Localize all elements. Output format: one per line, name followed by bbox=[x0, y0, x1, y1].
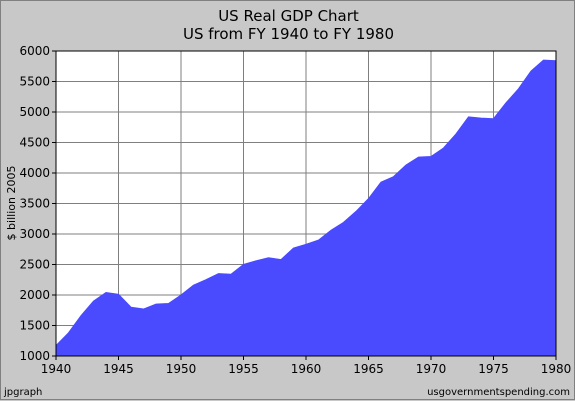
y-tick-label: 2000 bbox=[19, 288, 50, 302]
chart-subtitle: US from FY 1940 to FY 1980 bbox=[182, 25, 394, 43]
x-tick-label: 1955 bbox=[228, 362, 259, 376]
footer-right-credit: usgovernmentspending.com bbox=[427, 387, 570, 398]
x-tick-label: 1965 bbox=[353, 362, 384, 376]
plot-border bbox=[55, 50, 557, 357]
y-tick-label: 6000 bbox=[19, 44, 50, 58]
y-tick-label: 2500 bbox=[19, 258, 50, 272]
x-axis-ticks: 1940 1945 1950 1955 1960 1965 1970 1975 1980 bbox=[41, 356, 572, 376]
y-tick-label: 5500 bbox=[19, 75, 50, 89]
x-tick-label: 1960 bbox=[291, 362, 322, 376]
y-tick-label: 4000 bbox=[19, 166, 50, 180]
series-area bbox=[55, 59, 557, 357]
y-tick-label: 3500 bbox=[19, 197, 50, 211]
x-tick-label: 1975 bbox=[478, 362, 509, 376]
x-tick-label: 1970 bbox=[416, 362, 447, 376]
y-tick-label: 1500 bbox=[19, 319, 50, 333]
x-tick-label: 1945 bbox=[103, 362, 134, 376]
y-axis-label: $ billion 2005 bbox=[5, 166, 18, 241]
y-tick-label: 3000 bbox=[19, 227, 50, 241]
footer-left-credit: jpgraph bbox=[4, 387, 43, 398]
y-tick-label: 4500 bbox=[19, 136, 50, 150]
x-tick-label: 1950 bbox=[166, 362, 197, 376]
y-tick-label: 5000 bbox=[19, 105, 50, 119]
chart-title: US Real GDP Chart bbox=[218, 7, 359, 25]
x-tick-label: 1940 bbox=[41, 362, 72, 376]
x-tick-label: 1980 bbox=[541, 362, 572, 376]
gdp-area bbox=[55, 59, 557, 357]
y-axis-ticks: 1000 1500 2000 2500 3000 3500 4000 4500 5000 5500… bbox=[19, 44, 56, 363]
y-tick-label: 1000 bbox=[19, 349, 50, 363]
